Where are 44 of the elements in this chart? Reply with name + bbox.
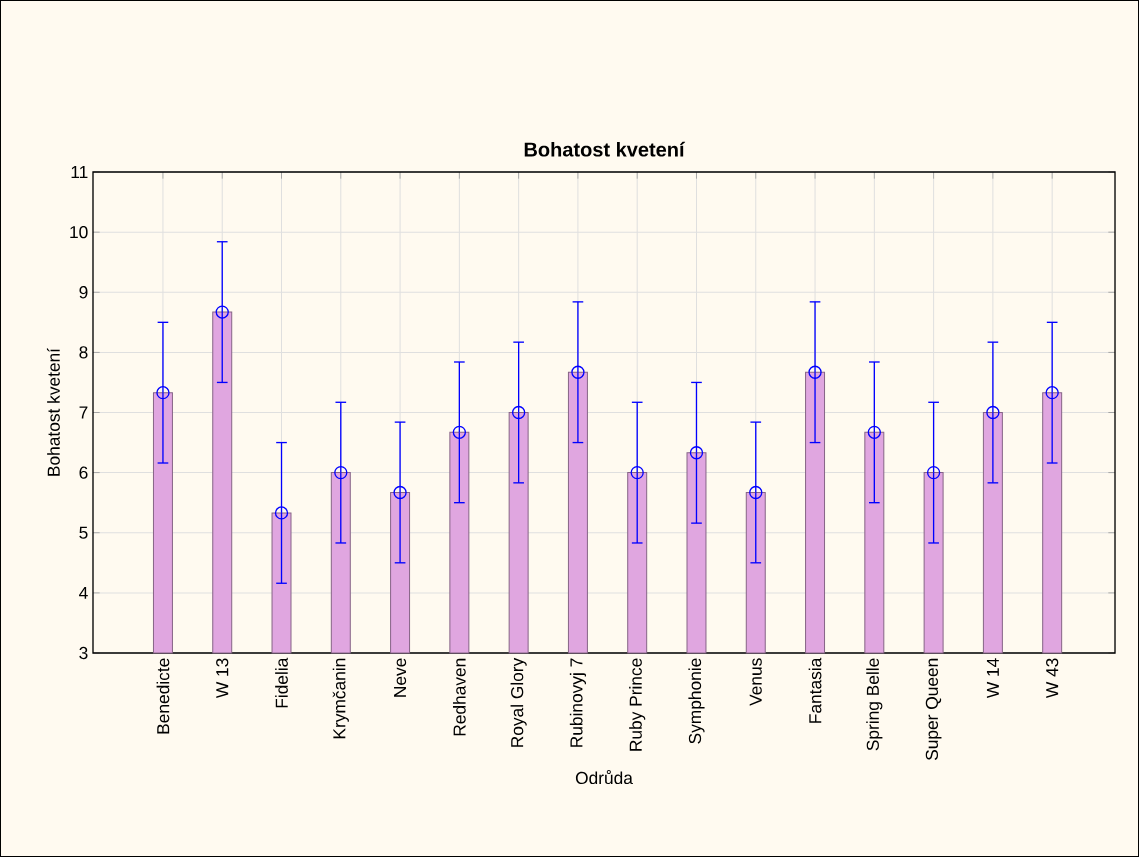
point bbox=[808, 365, 822, 379]
point bbox=[986, 405, 1000, 420]
x-tick-label: Royal Glory bbox=[510, 657, 527, 747]
point bbox=[630, 465, 644, 480]
point bbox=[215, 305, 229, 319]
x-tick-label: W 13 bbox=[216, 658, 229, 699]
point bbox=[571, 365, 585, 379]
point bbox=[926, 465, 941, 480]
x-tick-label: Rubinovyj 7 bbox=[569, 658, 586, 747]
point bbox=[689, 446, 704, 460]
x-tick-label: Symphonie bbox=[688, 658, 705, 744]
y-tick-label: 8 bbox=[79, 346, 88, 359]
x-tick-label: Fidelia bbox=[275, 657, 288, 708]
y-tick-label: 6 bbox=[79, 466, 88, 479]
x-tick-label: Benedicte bbox=[156, 658, 170, 734]
x-axis-title: Odrůda bbox=[575, 769, 633, 785]
y-tick-label: 3 bbox=[79, 646, 88, 660]
y-tick-label: 5 bbox=[79, 526, 88, 539]
x-tick-label: Venus bbox=[749, 658, 762, 706]
x-tick-label: Redhaven bbox=[452, 658, 466, 736]
point bbox=[274, 506, 289, 520]
x-tick-label: Spring Belle bbox=[866, 658, 883, 751]
x-tick-label: Fantasia bbox=[808, 657, 822, 723]
point bbox=[1045, 385, 1059, 400]
y-tick-label: 11 bbox=[71, 166, 88, 178]
y-tick-label: 4 bbox=[79, 586, 88, 599]
x-tick-label: Krymčanin bbox=[332, 658, 349, 739]
y-tick-label: 7 bbox=[79, 406, 88, 419]
x-tick-label: W 14 bbox=[986, 658, 999, 699]
x-tick-label: W 43 bbox=[1046, 658, 1059, 699]
point bbox=[867, 425, 881, 440]
chart-title: Bohatost kvetení bbox=[524, 141, 686, 157]
point bbox=[156, 385, 170, 400]
point bbox=[511, 405, 526, 420]
point bbox=[393, 485, 407, 500]
y-axis-title: Bohatost kvetení bbox=[46, 348, 60, 476]
x-tick-label: Ruby Prince bbox=[629, 658, 646, 751]
point bbox=[749, 485, 763, 500]
y-tick-label: 9 bbox=[79, 286, 88, 299]
y-tick-label: 10 bbox=[70, 225, 88, 239]
point bbox=[334, 465, 348, 480]
x-tick-label: Neve bbox=[394, 658, 407, 697]
point bbox=[452, 425, 467, 440]
x-tick-label: Super Queen bbox=[925, 658, 942, 761]
